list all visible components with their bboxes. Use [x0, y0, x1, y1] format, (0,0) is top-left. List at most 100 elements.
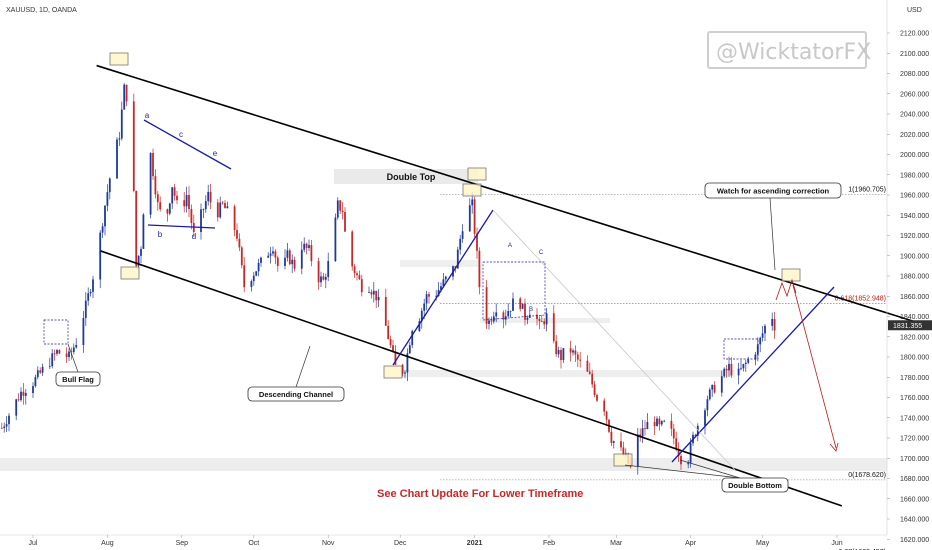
- touch-marker: [120, 266, 140, 280]
- fib-label: 0.618(1852.948): [835, 295, 886, 302]
- candle: [593, 381, 596, 398]
- y-tick-label: 2040.000: [900, 112, 929, 119]
- y-tick-label: 1620.000: [900, 537, 929, 544]
- candle: [142, 213, 145, 249]
- candle: [704, 408, 706, 435]
- annotations: Bull Flag Descending Channel Double Top Wat…: [55, 172, 842, 493]
- candle: [377, 289, 380, 308]
- candle: [41, 363, 44, 376]
- candle: [639, 428, 642, 442]
- candle: [713, 381, 716, 394]
- triangle-lower-line: [147, 224, 216, 229]
- candle: [468, 198, 471, 233]
- candle: [730, 357, 733, 378]
- candle: [89, 288, 92, 297]
- candle: [257, 258, 260, 277]
- mid-zone: [400, 370, 735, 377]
- annotation-text: Descending Channel: [259, 390, 333, 399]
- candle: [250, 279, 253, 292]
- x-tick-label: May: [756, 540, 770, 547]
- candle: [200, 203, 202, 240]
- annotation-callout: Descending Channel: [247, 345, 345, 402]
- candle: [461, 224, 464, 243]
- candle: [509, 310, 512, 318]
- candle: [711, 384, 714, 398]
- candle: [725, 364, 728, 378]
- candle: [135, 190, 138, 269]
- y-tick-label: 1660.000: [900, 496, 929, 503]
- y-tick-label: 1980.000: [900, 172, 929, 179]
- y-tick-label: 1840.000: [900, 314, 929, 321]
- candle: [252, 271, 255, 286]
- candle: [101, 223, 104, 238]
- touch-marker: [781, 268, 801, 282]
- candle: [620, 432, 622, 452]
- channel-lower-line: [100, 250, 843, 507]
- candle: [274, 249, 277, 265]
- candle: [308, 239, 310, 252]
- candle: [272, 246, 274, 257]
- x-tick-label: Oct: [248, 540, 259, 547]
- bull-flag-box: [43, 319, 69, 345]
- candle: [759, 336, 762, 353]
- candle: [574, 345, 577, 362]
- candle: [185, 186, 188, 213]
- candle: [120, 101, 123, 141]
- candle: [269, 246, 272, 264]
- candle: [207, 184, 210, 206]
- candle: [572, 348, 574, 356]
- candle: [176, 190, 178, 205]
- consolidation-box: [723, 338, 759, 360]
- annotation-callout: Double Top: [387, 172, 436, 182]
- candle: [243, 257, 246, 293]
- candle: [255, 271, 258, 277]
- y-tick-label: 1780.000: [900, 375, 929, 382]
- candle: [267, 252, 270, 258]
- projection-arrow: [792, 284, 837, 449]
- footer-note: See Chart Update For Lower Timeframe: [377, 488, 583, 500]
- candle: [658, 416, 661, 431]
- candle: [360, 274, 363, 297]
- x-tick-label: 2021: [467, 540, 483, 547]
- candle: [303, 237, 306, 253]
- candle: [663, 419, 666, 423]
- candle: [358, 270, 361, 280]
- candle: [324, 273, 327, 289]
- annotation-text: Double Bottom: [728, 481, 782, 490]
- candle: [238, 233, 241, 252]
- candle: [356, 271, 358, 281]
- candle: [653, 416, 656, 435]
- candle: [404, 370, 406, 379]
- candle: [286, 243, 289, 262]
- candle: [375, 290, 378, 308]
- double-top-zone: [334, 169, 478, 184]
- y-tick-label: 1860.000: [900, 294, 929, 301]
- resistance-zone: [400, 260, 480, 267]
- candle: [123, 83, 126, 110]
- candle: [660, 420, 663, 427]
- candle: [761, 326, 764, 342]
- candle: [20, 387, 22, 402]
- annotation-callout: Bull Flag: [55, 343, 101, 387]
- candle: [3, 422, 6, 433]
- projection-arrow-head: [829, 442, 839, 452]
- candle: [720, 370, 723, 397]
- candle: [171, 186, 174, 209]
- candle: [310, 240, 313, 267]
- candle: [696, 423, 699, 442]
- candle: [140, 246, 142, 264]
- wave-label: A: [508, 243, 512, 249]
- candle: [322, 272, 325, 281]
- candle: [557, 346, 560, 358]
- flag-zone: [480, 318, 610, 323]
- candle: [579, 352, 582, 368]
- candle: [288, 248, 291, 266]
- candle: [351, 230, 354, 271]
- abc-box: [482, 261, 546, 321]
- candle: [221, 201, 224, 205]
- candle: [740, 359, 742, 371]
- touch-marker: [109, 52, 129, 66]
- y-tick-label: 1680.000: [900, 476, 929, 483]
- y-tick-label: 1920.000: [900, 233, 929, 240]
